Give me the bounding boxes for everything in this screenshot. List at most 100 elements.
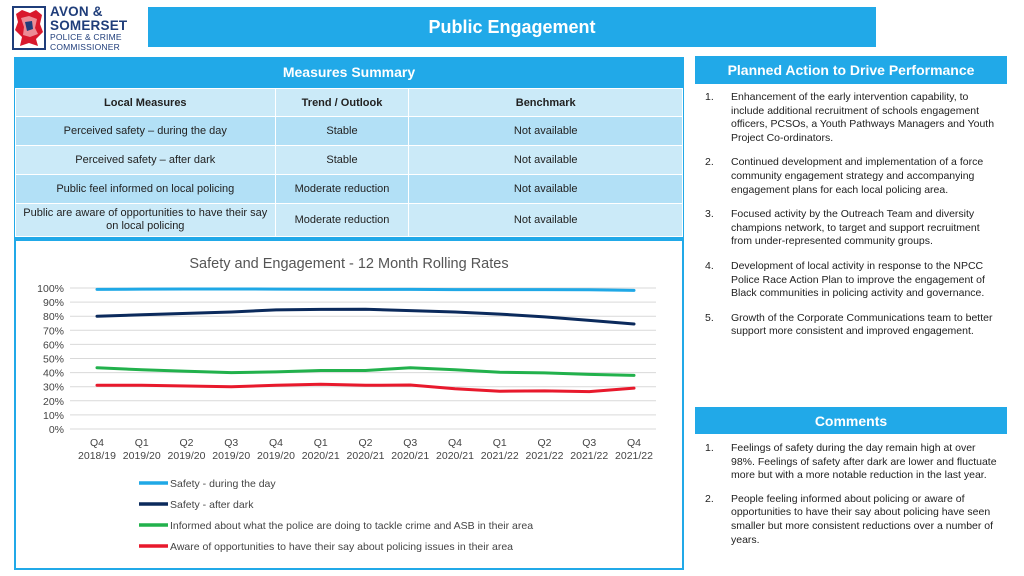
item-text: Growth of the Corporate Communications t… [731,311,993,338]
measures-table: Local Measures Trend / Outlook Benchmark… [15,88,683,237]
series-line-4 [95,382,636,394]
y-tick-label: 30% [43,382,64,394]
page-title: Public Engagement [428,16,596,37]
x-tick-label: Q3 [403,437,417,449]
y-tick-label: 50% [43,354,64,366]
y-tick-label: 40% [43,368,64,380]
y-tick-label: 0% [49,424,64,436]
comments-title: Comments [695,407,1007,434]
y-tick-label: 70% [43,325,64,337]
item-text: Feelings of safety during the day remain… [731,442,997,482]
title-banner: Public Engagement [148,7,876,47]
list-item: 1. Feelings of safety during the day rema… [702,442,1002,483]
pcc-logo: AVON & SOMERSET POLICE & CRIME COMMISSIO… [12,5,152,51]
benchmark-cell: Not available [408,116,683,146]
measures-summary-title: Measures Summary [282,63,416,80]
x-tick-label: 2019/20 [212,450,250,462]
series-line-3 [95,366,636,377]
x-tick-label: Q1 [314,437,328,449]
item-number: 1. [705,442,714,454]
y-tick-label: 60% [43,339,64,351]
x-tick-label: 2021/22 [615,450,653,462]
table-row: Perceived safety – after dark Stable Not… [15,145,683,175]
item-text: Enhancement of the early intervention ca… [731,91,995,144]
item-number: 4. [705,259,714,272]
item-number: 2. [705,156,714,169]
x-tick-label: 2020/21 [302,450,340,462]
benchmark-cell: Not available [408,145,683,175]
item-text: Focused activity by the Outreach Team an… [731,208,980,248]
logo-line-4: COMMISSIONER [50,41,120,52]
legend-label: Safety - during the day [170,478,276,490]
y-tick-label: 10% [43,410,64,422]
planned-action-list: 1. Enhancement of the early intervention … [702,91,1002,350]
x-tick-label: Q1 [135,437,149,449]
measure-cell: Public feel informed on local policing [15,174,276,204]
x-tick-label: Q4 [90,437,104,449]
list-item: 2. People feeling informed about policing… [702,493,1002,547]
x-tick-label: Q4 [269,437,283,449]
logo-line-3: POLICE & CRIME [50,32,122,42]
x-tick-label: Q3 [224,437,238,449]
x-tick-label: 2021/22 [526,450,564,462]
x-tick-label: 2018/19 [78,450,116,462]
column-header-trend: Trend / Outlook [274,88,410,117]
table-row: Public are aware of opportunities to hav… [15,203,683,237]
item-number: 5. [705,311,714,324]
x-tick-label: Q2 [358,437,372,449]
item-number: 1. [705,91,714,103]
logo-line-2: SOMERSET [50,17,128,33]
table-row: Public feel informed on local policing M… [15,174,683,204]
benchmark-cell: Not available [408,203,683,237]
x-tick-label: Q3 [582,437,596,449]
column-header-local-measures: Local Measures [15,88,276,117]
column-header-benchmark: Benchmark [408,88,683,117]
x-tick-label: Q2 [179,437,193,449]
list-item: 5. Growth of the Corporate Communications… [702,312,1002,339]
list-item: 2. Continued development and implementati… [702,156,1002,197]
item-number: 2. [705,492,714,505]
item-text: Continued development and implementation… [731,156,984,196]
x-tick-label: 2021/22 [570,450,608,462]
x-tick-label: Q1 [493,437,507,449]
measures-summary-panel: Measures Summary Local Measures Trend / … [14,57,684,570]
x-tick-label: Q2 [537,437,551,449]
item-text: Development of local activity in respons… [731,259,985,300]
y-tick-label: 80% [43,311,64,323]
list-item: 4. Development of local activity in respo… [702,260,1002,301]
list-item: 3. Focused activity by the Outreach Team … [702,208,1002,249]
list-item: 1. Enhancement of the early intervention … [702,91,1002,145]
x-tick-label: 2019/20 [257,450,295,462]
table-header-row: Local Measures Trend / Outlook Benchmark [15,88,683,117]
logo-line-1: AVON & [50,4,103,19]
x-tick-label: Q4 [627,437,641,449]
y-tick-label: 90% [43,297,64,309]
trend-cell: Moderate reduction [274,174,410,204]
trend-cell: Stable [274,116,410,146]
legend-label: Aware of opportunities to have their say… [170,541,513,553]
series-line-1 [95,287,636,292]
x-tick-label: 2021/22 [481,450,519,462]
comments-list: 1. Feelings of safety during the day rema… [702,442,1002,557]
measure-cell: Perceived safety – after dark [15,145,276,175]
series-line-2 [95,307,636,326]
chart-title: Safety and Engagement - 12 Month Rolling… [189,256,508,272]
y-tick-label: 20% [43,396,64,408]
measure-cell: Public are aware of opportunities to hav… [15,203,276,237]
y-tick-label: 100% [37,283,64,295]
x-tick-label: 2020/21 [436,450,474,462]
safety-engagement-chart: Safety and Engagement - 12 Month Rolling… [16,241,682,568]
item-text: People feeling informed about policing o… [731,492,994,546]
trend-cell: Moderate reduction [274,203,410,237]
planned-action-title: Planned Action to Drive Performance [695,56,1007,84]
x-tick-label: 2019/20 [168,450,206,462]
legend-label: Informed about what the police are doing… [170,520,533,532]
x-tick-label: 2019/20 [123,450,161,462]
measure-cell: Perceived safety – during the day [15,116,276,146]
item-number: 3. [705,208,714,221]
trend-cell: Stable [274,145,410,175]
benchmark-cell: Not available [408,174,683,204]
table-row: Perceived safety – during the day Stable… [15,116,683,146]
x-tick-label: Q4 [448,437,462,449]
x-tick-label: 2020/21 [391,450,429,462]
